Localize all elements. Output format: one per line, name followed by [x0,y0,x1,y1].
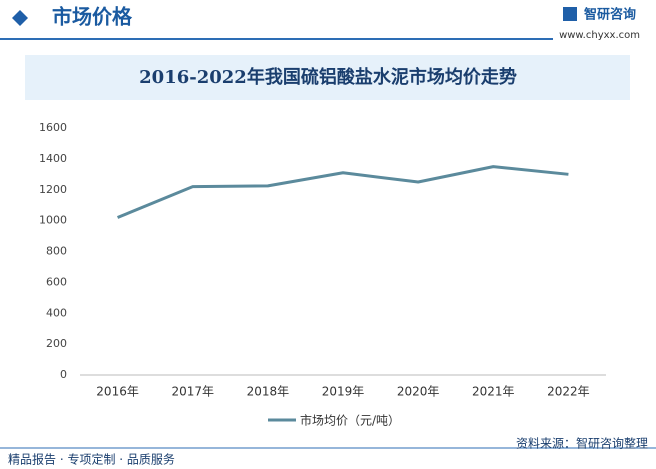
x-tick-label: 2022年 [547,385,590,399]
x-tick-label: 2019年 [322,385,365,399]
brand-name: 智研咨询 [584,7,636,23]
y-tick-label: 200 [46,337,67,350]
x-tick-label: 2020年 [397,385,440,399]
brand-site: www.chyxx.com [559,30,640,41]
line-series [117,165,569,219]
x-tick-label: 2017年 [171,385,214,399]
footer-left: 精品报告 · 专项定制 · 品质服务 [8,452,175,467]
y-tick-label: 600 [46,275,67,288]
y-tick-label: 800 [46,245,67,258]
x-tick-label: 2016年 [96,385,139,399]
header-icon [12,10,28,26]
chart-title: 2016-2022年我国硫铝酸盐水泥市场均价走势 [139,66,517,88]
title-band [25,55,630,100]
legend-label: 市场均价（元/吨） [300,413,400,428]
y-tick-label: 1000 [39,214,67,227]
plot: 0 200 400 600 800 1000 1200 1400 1600 2016年 2017年 2… [39,121,606,428]
y-tick-label: 1600 [39,121,67,134]
footer-source: 资料来源：智研咨询整理 [516,436,648,451]
x-tick-label: 2021年 [472,385,515,399]
y-tick-label: 400 [46,306,67,319]
x-tick-label: 2018年 [247,385,290,399]
header-title: 市场价格 [52,5,133,29]
y-tick-label: 0 [60,368,67,381]
y-tick-label: 1400 [39,152,67,165]
brand-logo [563,7,577,21]
y-tick-label: 1200 [39,183,67,196]
